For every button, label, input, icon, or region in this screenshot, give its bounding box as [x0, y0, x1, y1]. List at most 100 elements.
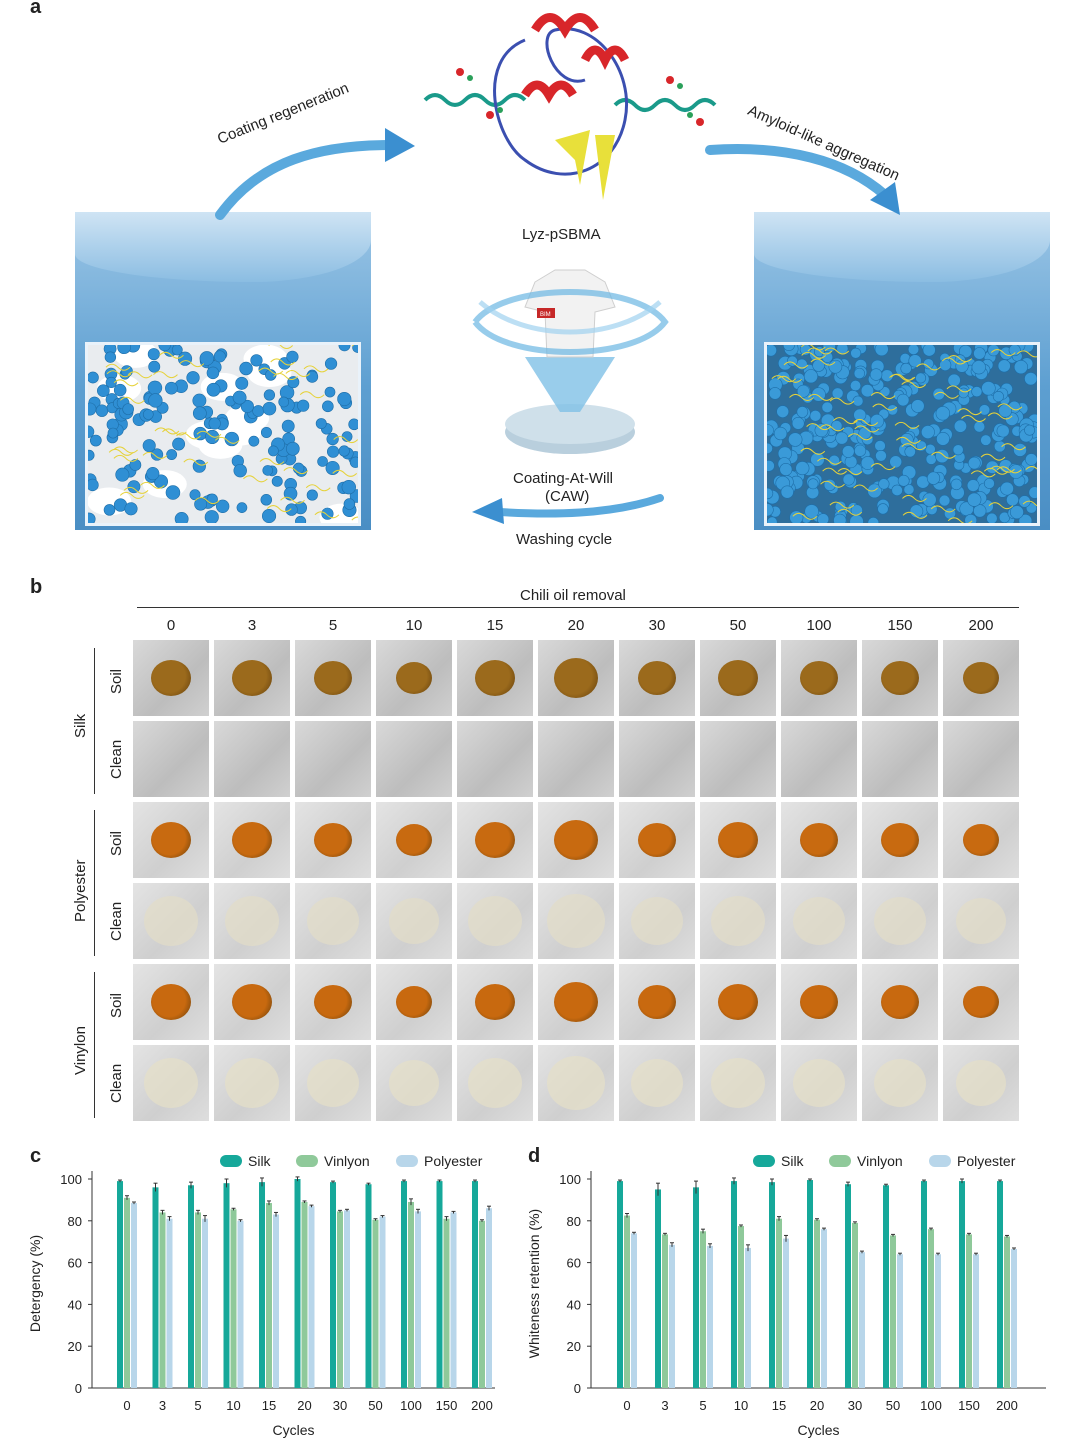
y-tick-label: 0 — [75, 1381, 82, 1396]
amyloid-aggregation-arrow — [705, 144, 900, 215]
row-label: Clean — [108, 901, 125, 941]
cycle-header: 150 — [887, 617, 913, 634]
cycle-header: 5 — [328, 617, 338, 634]
bar-silk — [807, 1180, 813, 1388]
coating-regeneration-arrow — [215, 128, 415, 220]
oil-stain — [800, 823, 838, 857]
legend-label: Silk — [248, 1153, 272, 1169]
row-label: Clean — [108, 1063, 125, 1103]
fabric-label: Polyester — [72, 859, 89, 922]
soiled-fabric-photo — [538, 964, 614, 1040]
legend-swatch-polyester — [396, 1155, 418, 1167]
faded-stain-mark — [389, 898, 439, 944]
bar-vinlyon — [195, 1212, 201, 1388]
x-tick-label: 30 — [333, 1398, 347, 1413]
cycle-header: 200 — [968, 617, 994, 634]
bar-silk — [959, 1181, 965, 1388]
cleaned-fabric-photo — [376, 883, 452, 959]
fabric-label: Vinylon — [72, 1026, 89, 1076]
shirt-badge-text: BIM — [540, 312, 551, 318]
faded-stain-mark — [631, 897, 683, 945]
bar-polyester — [897, 1254, 903, 1388]
faded-stain-mark — [468, 896, 522, 946]
y-axis-label: Whiteness retention (%) — [528, 1209, 542, 1358]
legend-label: Vinlyon — [324, 1153, 370, 1169]
x-tick-label: 10 — [226, 1398, 240, 1413]
soiled-fabric-photo — [214, 802, 290, 878]
x-tick-label: 100 — [920, 1398, 942, 1413]
bar-polyester — [821, 1229, 827, 1388]
y-tick-label: 100 — [559, 1172, 581, 1187]
cleaned-fabric-photo — [700, 1045, 776, 1121]
x-tick-label: 50 — [886, 1398, 900, 1413]
soiled-fabric-photo — [295, 964, 371, 1040]
soiled-fabric-photo — [214, 640, 290, 716]
faded-stain-mark — [711, 734, 765, 784]
faded-stain-mark — [307, 735, 359, 783]
bar-polyester — [669, 1244, 675, 1388]
soiled-fabric-photo — [376, 802, 452, 878]
panel-d-letter: d — [528, 1145, 541, 1167]
legend-label: Silk — [781, 1153, 805, 1169]
washing-cycle-arrow — [472, 494, 664, 524]
oil-stain — [638, 823, 676, 857]
bar-polyester — [237, 1220, 244, 1388]
x-tick-label: 3 — [661, 1398, 668, 1413]
cleaned-fabric-photo — [295, 883, 371, 959]
bar-polyester — [783, 1238, 789, 1388]
lyz-psbma-molecule-illustration — [423, 13, 717, 200]
faded-stain-mark — [307, 897, 359, 945]
faded-stain-mark — [956, 1060, 1006, 1106]
bar-polyester — [450, 1212, 457, 1388]
oil-stain — [396, 824, 432, 856]
y-tick-label: 20 — [68, 1339, 82, 1354]
soiled-fabric-photo — [457, 802, 533, 878]
cleaned-fabric-photo — [781, 721, 857, 797]
soiled-fabric-photo — [538, 640, 614, 716]
x-tick-label: 150 — [436, 1398, 458, 1413]
faded-stain-mark — [711, 896, 765, 946]
bar-vinlyon — [443, 1218, 450, 1388]
oil-stain — [314, 823, 352, 857]
soiled-fabric-photo — [862, 802, 938, 878]
soiled-fabric-photo — [781, 802, 857, 878]
unaggregated-coating-image — [88, 345, 358, 523]
faded-stain-mark — [225, 734, 279, 784]
x-tick-label: 20 — [297, 1398, 311, 1413]
right-microscale-inset — [764, 342, 1040, 526]
bar-polyester — [379, 1216, 386, 1388]
bar-vinlyon — [301, 1201, 308, 1388]
bar-polyester — [308, 1206, 315, 1388]
cleaned-fabric-photo — [376, 721, 452, 797]
cleaned-fabric-photo — [133, 721, 209, 797]
soiled-fabric-photo — [295, 640, 371, 716]
oil-stain — [963, 986, 999, 1018]
oil-stain — [881, 661, 919, 695]
panel-b-letter: b — [30, 576, 43, 598]
row-label: Soil — [108, 830, 125, 856]
bar-polyester — [202, 1218, 208, 1388]
bar-silk — [693, 1187, 699, 1388]
soiled-fabric-photo — [943, 964, 1019, 1040]
oil-stain — [475, 660, 515, 696]
oil-stain — [554, 982, 598, 1022]
faded-stain-mark — [793, 897, 845, 945]
bar-polyester — [131, 1203, 137, 1388]
faded-stain-mark — [793, 1059, 845, 1107]
faded-stain-mark — [874, 735, 926, 783]
row-label: Soil — [108, 992, 125, 1018]
left-fabric-illustration — [75, 212, 371, 530]
x-tick-label: 20 — [810, 1398, 824, 1413]
detergency-chart: 0 20 40 60 80 100 Detergency (%) 0 3 5 10 15 20 30 50 1… — [30, 1153, 495, 1438]
cycle-header: 100 — [806, 617, 832, 634]
oil-stain — [800, 985, 838, 1019]
soiled-fabric-photo — [457, 964, 533, 1040]
faded-stain-mark — [225, 1058, 279, 1108]
faded-stain-mark — [225, 896, 279, 946]
soiled-fabric-photo — [376, 964, 452, 1040]
cleaned-fabric-photo — [862, 1045, 938, 1121]
bar-vinlyon — [159, 1212, 166, 1388]
faded-stain-mark — [389, 1060, 439, 1106]
bar-polyester — [1011, 1249, 1017, 1388]
y-tick-label: 40 — [68, 1297, 82, 1312]
